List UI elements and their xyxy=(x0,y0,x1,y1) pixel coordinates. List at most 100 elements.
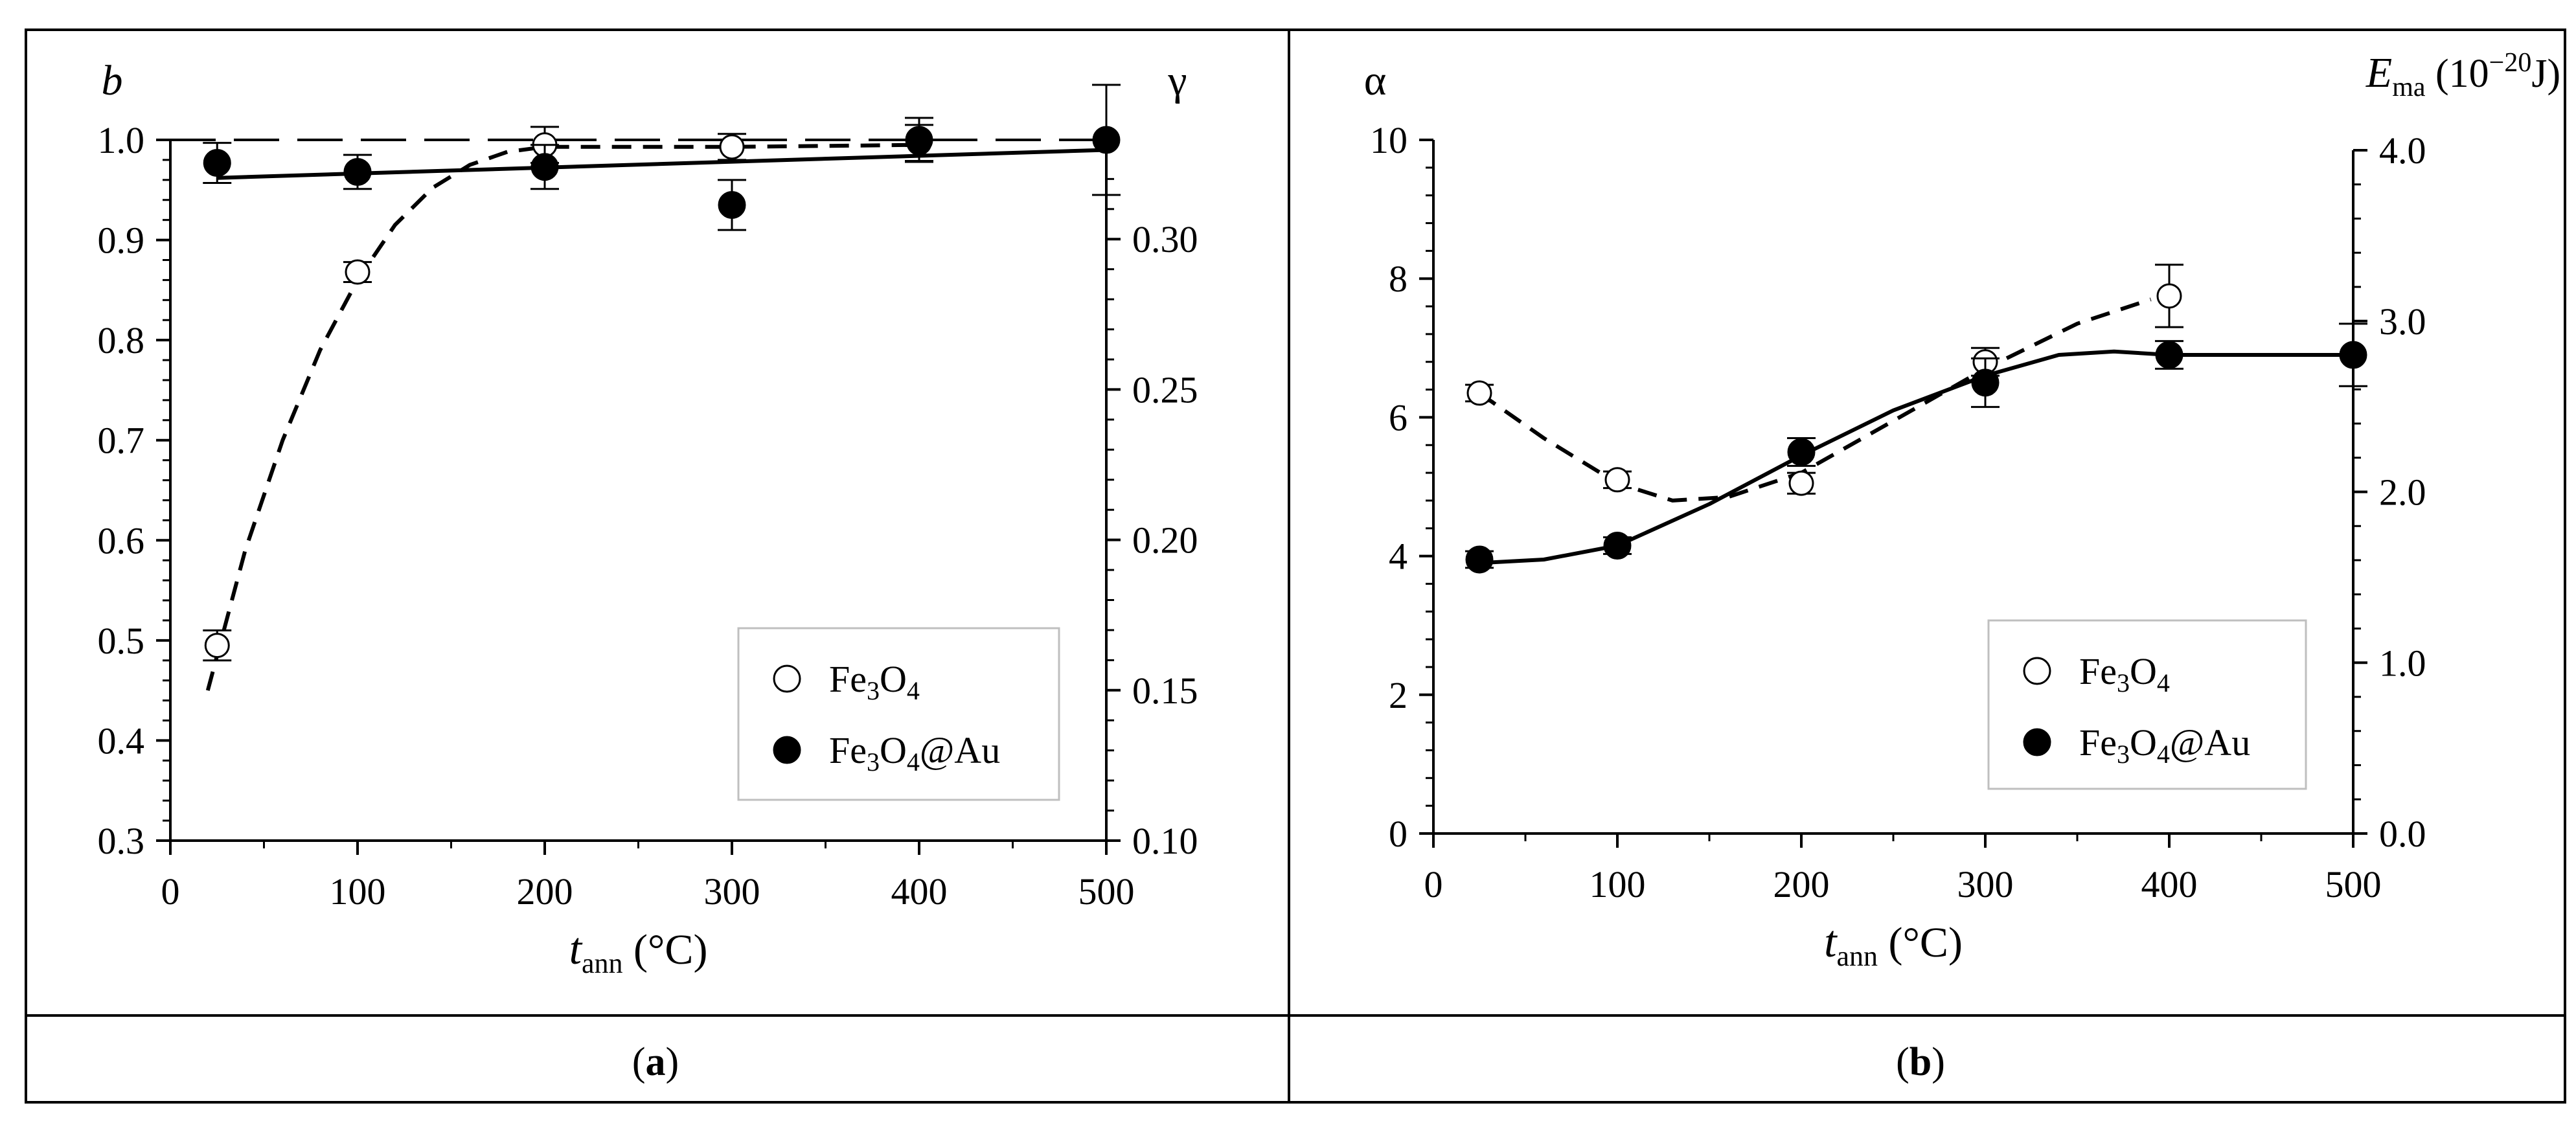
legend-label-sub: 4 xyxy=(907,676,920,705)
fit-curve-fe3o4 xyxy=(1478,297,2152,503)
point-fe3o4-au xyxy=(1603,532,1632,560)
point-fe3o4-au xyxy=(1465,545,1494,574)
right-y-tick-label: 4.0 xyxy=(2379,130,2426,172)
left-y-tick-label: 0 xyxy=(1389,813,1408,855)
chart-panel-b: 0 100 200 300 400 500 0 2 4 6 8 10 0.0 1.0 2.0 3.0 4.0 ta… xyxy=(1364,48,2560,972)
right-y-tick-label: 0.25 xyxy=(1132,369,1198,411)
legend-label: Fe3O4 xyxy=(829,658,920,705)
left-y-tick-label: 2 xyxy=(1389,674,1408,716)
legend-label-sub: 3 xyxy=(867,747,880,777)
point-fe3o4 xyxy=(2156,283,2182,309)
legend-label: Fe3O4@Au xyxy=(829,729,1000,777)
left-y-tick-label: 0.7 xyxy=(98,420,145,462)
point-fe3o4 xyxy=(1604,467,1630,493)
point-fe3o4-au xyxy=(1787,438,1816,466)
left-y-axis-label: b xyxy=(102,57,123,104)
legend-label-part: O xyxy=(2130,650,2157,692)
x-axis-label-sub: ann xyxy=(582,947,623,979)
x-tick-label: 300 xyxy=(704,870,760,913)
x-tick-label: 200 xyxy=(517,870,573,913)
right-y-axis-label: γ xyxy=(1167,57,1187,104)
left-y-tick-label: 0.8 xyxy=(98,319,145,361)
figure-frame xyxy=(25,28,2566,1104)
fit-curve-fe3o4-au xyxy=(1479,349,2353,565)
right-y-tick-label: 0.10 xyxy=(1132,820,1198,862)
x-axis-label-var: t xyxy=(1824,917,1838,967)
x-tick-label: 0 xyxy=(1424,863,1443,905)
panel-caption-b: (b) xyxy=(1896,1040,1945,1084)
left-y-tick-label: 0.4 xyxy=(98,720,145,762)
fit-curve-fe3o4 xyxy=(205,142,920,691)
right-y-tick-label: 1.0 xyxy=(2379,642,2426,684)
point-fe3o4-au xyxy=(2155,341,2183,369)
point-fe3o4-au xyxy=(718,190,746,219)
x-tick-label: 400 xyxy=(891,870,948,913)
point-fe3o4 xyxy=(204,633,230,659)
x-axis-label: tann (°C) xyxy=(1824,917,1963,972)
right-y-axis-label-unit: (10 xyxy=(2426,52,2489,96)
x-axis-label-sub: ann xyxy=(1837,940,1878,972)
point-fe3o4-au xyxy=(1092,126,1121,154)
right-y-tick-label: 0.20 xyxy=(1132,519,1198,561)
legend-label: Fe3O4 xyxy=(2079,650,2170,697)
right-y-axis-label-sub: ma xyxy=(2392,73,2426,102)
point-fe3o4 xyxy=(719,134,745,160)
chart-panel-a: 0 100 200 300 400 500 0.3 0.4 0.5 0.6 0.7 0.8 0.9 1.0… xyxy=(98,57,1198,979)
right-y-tick-label: 3.0 xyxy=(2379,301,2426,343)
legend-label-sub: 4 xyxy=(2157,740,2170,769)
right-y-tick-label: 2.0 xyxy=(2379,471,2426,514)
x-tick-label: 0 xyxy=(161,870,180,913)
legend-marker xyxy=(773,664,801,693)
legend-label-part: @Au xyxy=(2170,721,2250,764)
x-axis-label-unit: (°C) xyxy=(1878,919,1963,966)
point-fe3o4-au xyxy=(203,149,231,177)
legend-label-sub: 3 xyxy=(2117,740,2130,769)
legend-box xyxy=(1987,619,2307,790)
left-y-tick-label: 0.9 xyxy=(98,220,145,262)
left-y-axis-label: α xyxy=(1364,57,1387,104)
x-axis-label: tann (°C) xyxy=(569,924,708,979)
left-y-tick-label: 6 xyxy=(1389,396,1408,438)
right-y-axis-label-exp: −20 xyxy=(2489,48,2532,78)
point-fe3o4 xyxy=(345,259,370,285)
right-y-tick-label: 0.30 xyxy=(1132,218,1198,260)
left-y-tick-label: 1.0 xyxy=(98,119,145,161)
legend-label-sub: 4 xyxy=(907,747,920,777)
right-y-axis-label: Ema (10−20J) xyxy=(2365,48,2560,102)
left-y-tick-label: 10 xyxy=(1370,119,1408,161)
legend-label-part: O xyxy=(880,729,907,771)
point-fe3o4-au xyxy=(343,157,372,186)
x-tick-label: 100 xyxy=(1590,863,1646,905)
legend-label-part: Fe xyxy=(2079,721,2117,764)
legend-label-sub: 4 xyxy=(2157,668,2170,697)
legend-label-sub: 3 xyxy=(2117,668,2130,697)
x-axis-label-var: t xyxy=(569,924,583,974)
legend-marker xyxy=(2023,728,2051,756)
x-tick-label: 200 xyxy=(1773,863,1830,905)
legend-label-part: @Au xyxy=(920,729,1000,771)
legend-box xyxy=(737,627,1060,801)
x-tick-label: 500 xyxy=(1078,870,1135,913)
legend-label-part: Fe xyxy=(829,658,867,700)
right-y-axis-label-unit-end: J) xyxy=(2531,52,2560,96)
legend-label-part: O xyxy=(880,658,907,700)
left-y-tick-label: 0.6 xyxy=(98,519,145,561)
legend-marker xyxy=(773,736,801,764)
point-fe3o4 xyxy=(1788,470,1814,496)
point-fe3o4-au xyxy=(2339,341,2367,369)
legend-marker xyxy=(2023,657,2051,685)
right-y-axis-label-var: E xyxy=(2365,49,2392,96)
right-y-tick-label: 0.15 xyxy=(1132,670,1198,712)
left-y-tick-label: 8 xyxy=(1389,258,1408,300)
legend-label-sub: 3 xyxy=(867,676,880,705)
x-tick-label: 300 xyxy=(1957,863,2014,905)
left-y-tick-label: 4 xyxy=(1389,536,1408,578)
x-tick-label: 100 xyxy=(330,870,386,913)
left-y-tick-label: 0.5 xyxy=(98,620,145,662)
panel-caption-a-letter: a xyxy=(646,1040,666,1084)
legend-label-part: O xyxy=(2130,721,2157,764)
point-fe3o4 xyxy=(1466,380,1492,406)
